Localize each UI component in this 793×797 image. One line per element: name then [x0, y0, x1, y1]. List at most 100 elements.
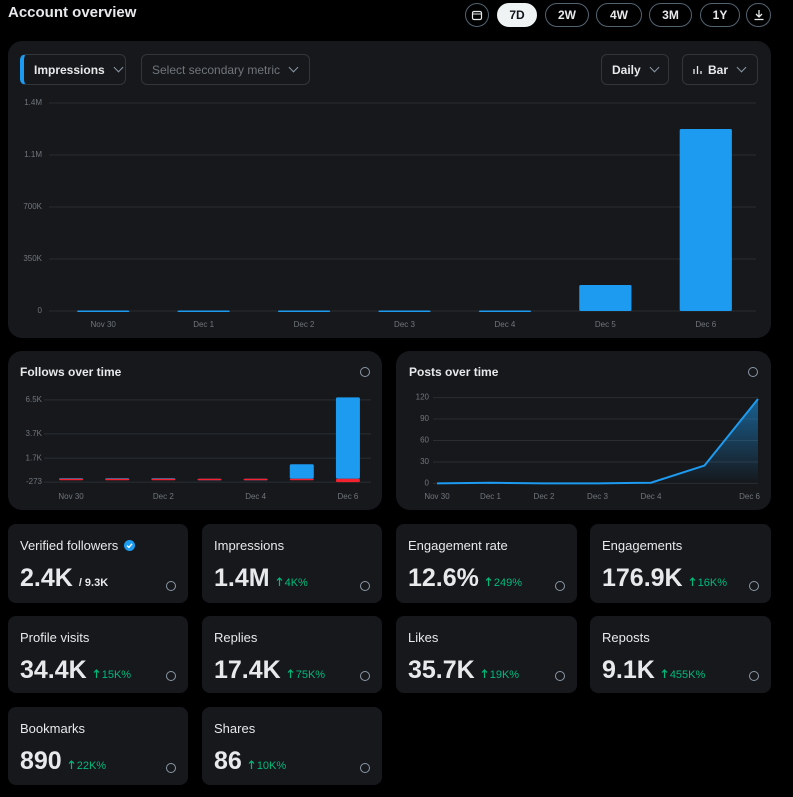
metric-card: Reposts 9.1K 455K%: [590, 616, 771, 693]
x-tick-label: Nov 30: [424, 492, 450, 501]
y-tick-label: 0: [38, 306, 43, 315]
bar: [59, 478, 84, 481]
metric-card: Bookmarks 890 22K%: [8, 707, 188, 785]
card-total: / 9.3K: [78, 577, 109, 589]
interval: Daily: [612, 62, 641, 77]
x-tick-label: Dec 2: [534, 492, 555, 501]
bar: [151, 478, 176, 481]
x-tick-label: Nov 30: [91, 320, 117, 329]
badge-circle: [124, 540, 136, 551]
bar: [277, 310, 331, 313]
card-value: 35.7K: [408, 656, 475, 684]
info-icon[interactable]: [166, 581, 176, 591]
card-change-row: 15K%: [93, 669, 131, 681]
secondary-metric-dropdown[interactable]: Select secondary metric: [141, 54, 310, 85]
arrow: [481, 669, 488, 678]
card-change-row: 249%: [485, 577, 522, 589]
info-icon[interactable]: [749, 581, 759, 591]
y-tick-label: 60: [420, 436, 429, 445]
primary-metric-dropdown[interactable]: Impressions: [20, 54, 126, 85]
card-label: Engagements: [602, 538, 683, 553]
info-icon[interactable]: [360, 763, 370, 773]
range-button[interactable]: 3M: [649, 3, 692, 27]
line-area: [437, 399, 758, 484]
card-value-row: 2.4K / 9.3K: [20, 564, 108, 593]
card-value: 9.1K: [602, 656, 655, 684]
up-arrow: [276, 577, 283, 586]
info-icon[interactable]: [749, 671, 759, 681]
card-change-row: 16K%: [689, 577, 727, 589]
y-tick-label: 1.4M: [24, 98, 42, 107]
card-label-row: Reposts: [602, 630, 650, 645]
up-arrow: [481, 669, 488, 678]
card-label: Profile visits: [20, 630, 90, 645]
follows-title: Follows over time: [20, 365, 122, 379]
x-tick-label: Dec 6: [337, 492, 358, 501]
arrow: [68, 760, 75, 769]
chart-style-dropdown[interactable]: Bar: [682, 54, 758, 85]
range-button[interactable]: 4W: [596, 3, 642, 27]
x-tick-label: Dec 6: [739, 492, 760, 501]
metric-card: Likes 35.7K 19K%: [396, 616, 577, 693]
info-icon[interactable]: [555, 581, 565, 591]
bar: [335, 397, 360, 479]
card-label-row: Engagements: [602, 538, 682, 553]
info-icon[interactable]: [166, 763, 176, 773]
up-arrow: [68, 760, 75, 769]
x-tick-label: Dec 1: [193, 320, 214, 329]
bar: [579, 285, 632, 311]
card-value: 890: [20, 747, 62, 775]
card-value-row: 890 22K%: [20, 747, 106, 776]
card-change-row: 75K%: [287, 669, 325, 681]
primary-metric: Impressions: [34, 62, 105, 77]
range-button[interactable]: 1Y: [700, 3, 740, 27]
badge-check: [126, 543, 133, 549]
bar: [478, 310, 532, 313]
metric-card: Engagements 176.9K 16K%: [590, 524, 771, 603]
card-label: Verified followers: [20, 538, 119, 553]
range-button[interactable]: 2W: [545, 3, 589, 27]
info-icon[interactable]: [360, 367, 370, 377]
arrow: [485, 577, 492, 586]
info-icon[interactable]: [166, 671, 176, 681]
info-icon[interactable]: [360, 581, 370, 591]
info-icon[interactable]: [360, 671, 370, 681]
metric-card: Engagement rate 12.6% 249%: [396, 524, 577, 603]
card-value: 176.9K: [602, 564, 683, 592]
x-tick-label: Dec 4: [494, 320, 515, 329]
metric-card: Shares 86 10K%: [202, 707, 382, 785]
bar: [105, 478, 130, 481]
card-label: Reposts: [602, 630, 650, 645]
follows-chart: -273 1.7K 3.7K 6.5K Nov 30 Dec 2 Dec 4 Dec 6: [26, 395, 371, 501]
card-label-row: Likes: [408, 630, 438, 645]
card-change: 455K%: [669, 669, 706, 681]
x-tick-label: Dec 4: [641, 492, 662, 501]
y-tick-label: 700K: [23, 202, 42, 211]
range-button[interactable]: 7D: [497, 3, 537, 27]
card-label: Bookmarks: [20, 721, 86, 736]
card-change-row: 22K%: [68, 760, 106, 772]
card-value-row: 35.7K 19K%: [408, 656, 519, 685]
download-icon: [754, 10, 763, 21]
bar: [177, 310, 230, 313]
card-change: 75K%: [295, 669, 326, 681]
card-value: 12.6%: [408, 564, 479, 592]
card-label-row: Profile visits: [20, 630, 89, 645]
card-label-row: Replies: [214, 630, 257, 645]
arrow: [689, 577, 696, 586]
calendar-button[interactable]: [465, 3, 489, 27]
x-tick-label: Dec 2: [294, 320, 315, 329]
card-value: 1.4M: [214, 564, 270, 592]
interval-dropdown[interactable]: Daily: [601, 54, 669, 85]
y-tick-label: 1.1M: [24, 150, 42, 159]
card-value-row: 17.4K 75K%: [214, 656, 325, 685]
info-icon[interactable]: [748, 367, 758, 377]
bar: [197, 478, 222, 481]
info-icon[interactable]: [555, 671, 565, 681]
card-change: 15K%: [101, 669, 132, 681]
card-value-row: 86 10K%: [214, 747, 286, 776]
arrow: [287, 669, 294, 678]
x-tick-label: Dec 5: [595, 320, 616, 329]
up-arrow: [248, 760, 255, 769]
download-button[interactable]: [746, 3, 771, 27]
